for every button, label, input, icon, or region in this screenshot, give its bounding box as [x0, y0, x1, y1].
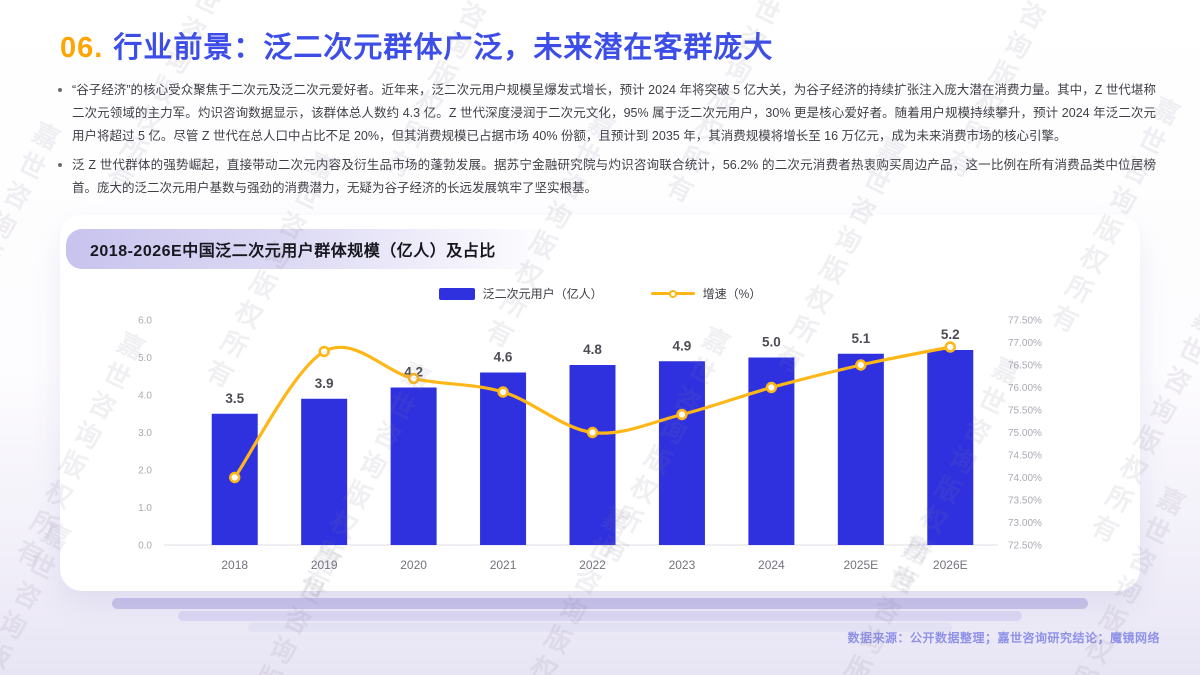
bar-2026E — [927, 350, 974, 545]
right-axis-tick: 73.50% — [1008, 496, 1042, 507]
bullet-item: “谷子经济”的核心受众聚焦于二次元及泛二次元爱好者。近年来，泛二次元用户规模呈爆… — [58, 79, 1156, 147]
right-axis-tick: 73.00% — [1008, 518, 1042, 529]
page-title-text: 行业前景：泛二次元群体广泛，未来潜在客群庞大 — [113, 32, 774, 64]
bar-value-label: 4.8 — [583, 342, 602, 357]
line-point-2024 — [765, 381, 778, 394]
bar-2020 — [390, 387, 437, 545]
right-axis-tick: 77.00% — [1008, 338, 1042, 349]
left-axis-tick: 0.0 — [138, 541, 152, 552]
bar-2025E — [837, 353, 884, 545]
legend-line-label: 增速（%） — [702, 287, 762, 301]
line-point-2021 — [497, 386, 509, 398]
card-stack-band — [178, 611, 1022, 621]
bullet-text: 泛 Z 世代群体的强势崛起，直接带动二次元内容及衍生品市场的蓬勃发展。据苏宁金融… — [72, 158, 1156, 195]
legend-line-swatch-icon — [650, 289, 695, 298]
bar-2023 — [658, 361, 705, 545]
right-axis-tick: 77.50% — [1008, 316, 1042, 327]
right-axis-tick: 72.50% — [1008, 541, 1042, 552]
line-point-2026E — [944, 341, 956, 353]
bullet-text: “谷子经济”的核心受众聚焦于二次元及泛二次元爱好者。近年来，泛二次元用户规模呈爆… — [72, 83, 1156, 143]
bar-2019 — [301, 398, 348, 545]
right-axis-tick: 75.50% — [1008, 406, 1042, 417]
right-axis-tick: 74.50% — [1008, 451, 1042, 462]
right-axis-tick: 75.00% — [1008, 428, 1042, 439]
left-axis-tick: 1.0 — [138, 503, 152, 514]
x-axis-label: 2020 — [400, 558, 427, 572]
bar-2021 — [480, 372, 527, 545]
x-axis-label: 2026E — [933, 558, 968, 572]
bullet-dot-icon — [58, 163, 62, 168]
line-point-2022 — [586, 426, 599, 439]
bullet-list: “谷子经济”的核心受众聚焦于二次元及泛二次元爱好者。近年来，泛二次元用户规模呈爆… — [58, 79, 1156, 207]
legend-item-bars: 泛二次元用户（亿人） — [438, 285, 603, 302]
growth-line — [233, 345, 952, 480]
section-number: 06. — [60, 32, 104, 64]
left-axis-tick: 3.0 — [138, 428, 152, 439]
legend-item-line: 增速（%） — [650, 285, 762, 302]
legend-bar-label: 泛二次元用户（亿人） — [482, 287, 603, 301]
right-axis-tick: 74.00% — [1008, 473, 1042, 484]
x-axis-label: 2019 — [311, 558, 338, 572]
bar-value-label: 5.1 — [851, 331, 870, 346]
left-axis-tick: 2.0 — [138, 466, 152, 477]
x-axis-label: 2024 — [758, 558, 785, 572]
bar-value-label: 5.2 — [941, 327, 960, 342]
line-point-2025E — [855, 359, 867, 371]
bar-value-label: 3.5 — [225, 391, 244, 406]
line-point-2019 — [318, 345, 330, 358]
left-axis-tick: 5.0 — [138, 353, 152, 364]
card-stack-band — [248, 623, 952, 632]
left-axis-tick: 6.0 — [138, 316, 152, 327]
right-axis-tick: 76.00% — [1008, 383, 1042, 394]
bar-value-label: 4.9 — [673, 338, 692, 353]
bar-2022 — [569, 365, 616, 545]
left-axis-tick: 4.0 — [138, 391, 152, 402]
line-point-2023 — [676, 408, 688, 421]
x-axis-label: 2021 — [490, 558, 517, 572]
combo-chart: 0.0 1.0 2.0 3.0 4.0 5.0 6.0 72.50% 73.00% 73.50% 7… — [138, 316, 1042, 573]
bar-value-label: 4.6 — [494, 350, 513, 365]
x-axis-label: 2025E — [843, 558, 878, 572]
card-stack-band — [112, 598, 1088, 609]
bullet-dot-icon — [58, 88, 62, 92]
right-axis-tick: 76.50% — [1008, 361, 1042, 372]
bar-value-label: 5.0 — [762, 335, 781, 350]
bullet-item: 泛 Z 世代群体的强势崛起，直接带动二次元内容及衍生品市场的蓬勃发展。据苏宁金融… — [58, 154, 1156, 200]
data-source-note: 数据来源：公开数据整理；嘉世咨询研究结论；魔镜网络 — [847, 631, 1160, 645]
chart-title: 2018-2026E中国泛二次元用户群体规模（亿人）及占比 — [66, 229, 554, 269]
x-axis-label: 2018 — [221, 558, 248, 572]
legend-bar-swatch-icon — [438, 287, 475, 300]
line-point-2020 — [407, 372, 420, 385]
chart-card: 2018-2026E中国泛二次元用户群体规模（亿人）及占比 泛二次元用户（亿人）… — [60, 215, 1140, 591]
bar-value-label: 3.9 — [315, 376, 334, 391]
chart-legend: 泛二次元用户（亿人） 增速（%） — [60, 285, 1140, 302]
x-axis-label: 2022 — [579, 558, 606, 572]
page-title: 06. 行业前景：泛二次元群体广泛，未来潜在客群庞大 — [60, 24, 773, 66]
line-point-2018 — [229, 471, 241, 484]
x-axis-label: 2023 — [669, 558, 696, 572]
